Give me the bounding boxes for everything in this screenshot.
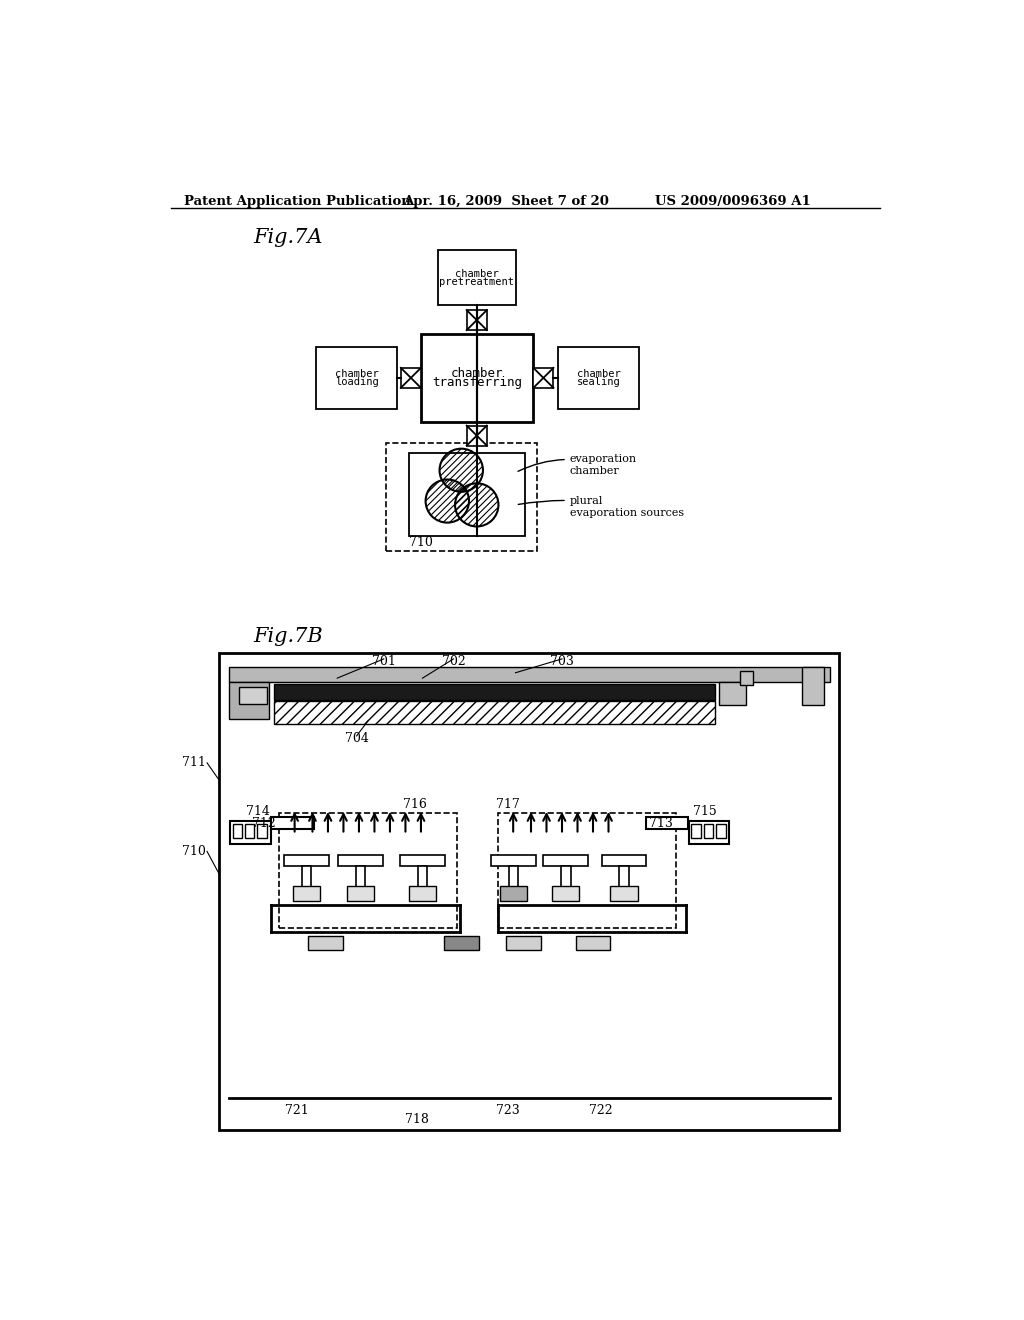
Text: 722: 722 [589,1104,612,1117]
Bar [689,821,729,843]
Text: 713: 713 [649,817,673,830]
Bar [467,425,486,446]
Text: evaporation
chamber: evaporation chamber [518,454,637,475]
Bar [740,672,753,685]
Bar [245,824,254,838]
Text: Patent Application Publication: Patent Application Publication [183,195,411,209]
Bar [610,886,638,902]
Bar [239,686,266,704]
Bar [284,855,329,866]
Bar [534,368,554,388]
Text: 715: 715 [693,805,717,818]
Bar [719,682,746,705]
Bar [620,866,629,887]
Text: chamber: chamber [451,367,503,380]
Bar [386,444,537,552]
Bar [228,682,269,719]
Bar [467,425,486,446]
Bar [691,824,700,838]
Bar [561,866,570,887]
Text: 712: 712 [252,817,275,830]
Bar [302,866,311,887]
Bar [498,813,676,928]
Bar [802,667,824,705]
Bar [601,855,646,866]
Bar [280,813,458,928]
Text: 723: 723 [496,1104,519,1117]
Bar [506,936,541,950]
Text: 701: 701 [372,655,395,668]
Bar [228,667,830,682]
Bar [558,347,639,409]
Text: chamber: chamber [577,368,621,379]
Text: 702: 702 [441,655,465,668]
Text: 704: 704 [345,733,369,744]
Bar [273,701,716,725]
Bar [219,653,840,1130]
Bar [273,684,716,701]
Bar [534,368,554,388]
Text: chamber: chamber [455,268,499,279]
Bar [316,347,397,409]
Text: 710: 710 [410,536,433,549]
Text: chamber: chamber [335,368,379,379]
Text: Apr. 16, 2009  Sheet 7 of 20: Apr. 16, 2009 Sheet 7 of 20 [403,195,609,209]
Bar [646,817,688,829]
Bar [575,936,610,950]
Bar [418,866,427,887]
Bar [467,310,486,330]
Bar [400,368,421,388]
Bar [500,886,526,902]
Bar [716,824,726,838]
Text: sealing: sealing [577,378,621,387]
Text: transferring: transferring [432,376,522,388]
Bar [409,886,436,902]
Text: Fig.7B: Fig.7B [254,627,324,645]
Bar [438,249,515,305]
Bar [271,817,314,829]
Bar [400,368,421,388]
Bar [409,453,524,536]
Bar [347,886,374,902]
Bar [230,821,270,843]
Text: 717: 717 [496,797,519,810]
Text: 714: 714 [246,805,270,818]
Bar [257,824,266,838]
Text: 703: 703 [550,655,573,668]
Bar [356,866,366,887]
Bar [490,855,536,866]
Bar [552,886,580,902]
Bar [400,855,445,866]
Bar [467,310,486,330]
Text: pretreatment: pretreatment [439,277,514,286]
Text: 710: 710 [181,845,206,858]
Text: 718: 718 [406,1113,429,1126]
Bar [421,334,532,422]
Text: loading: loading [335,378,379,387]
Bar [338,855,383,866]
Bar [293,886,319,902]
Text: 711: 711 [181,756,206,770]
Bar [443,936,478,950]
Bar [308,936,343,950]
Bar [703,824,713,838]
Text: Fig.7A: Fig.7A [254,227,323,247]
Text: plural
evaporation sources: plural evaporation sources [518,496,684,517]
Bar [232,824,242,838]
Text: 721: 721 [285,1104,309,1117]
Bar [544,855,589,866]
Bar [509,866,518,887]
Text: US 2009/0096369 A1: US 2009/0096369 A1 [655,195,811,209]
Text: 716: 716 [402,797,427,810]
